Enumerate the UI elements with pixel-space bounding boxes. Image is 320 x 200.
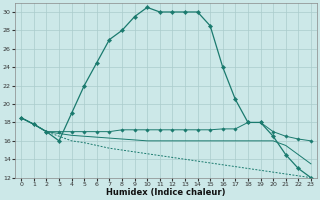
X-axis label: Humidex (Indice chaleur): Humidex (Indice chaleur) (106, 188, 226, 197)
